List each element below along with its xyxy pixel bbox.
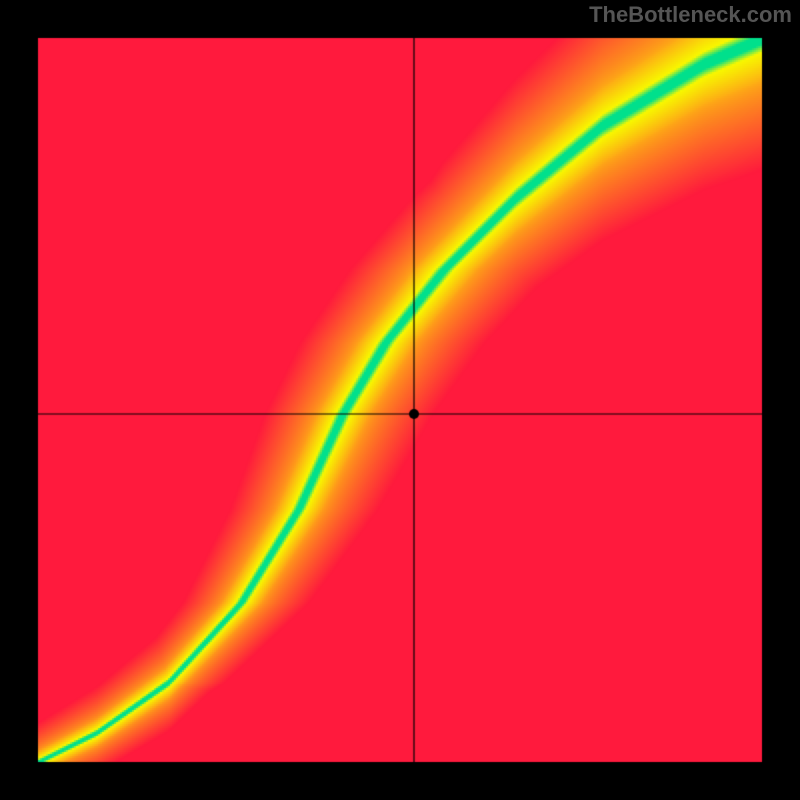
watermark-text: TheBottleneck.com xyxy=(589,2,792,28)
heatmap-canvas xyxy=(0,0,800,800)
chart-container: TheBottleneck.com xyxy=(0,0,800,800)
